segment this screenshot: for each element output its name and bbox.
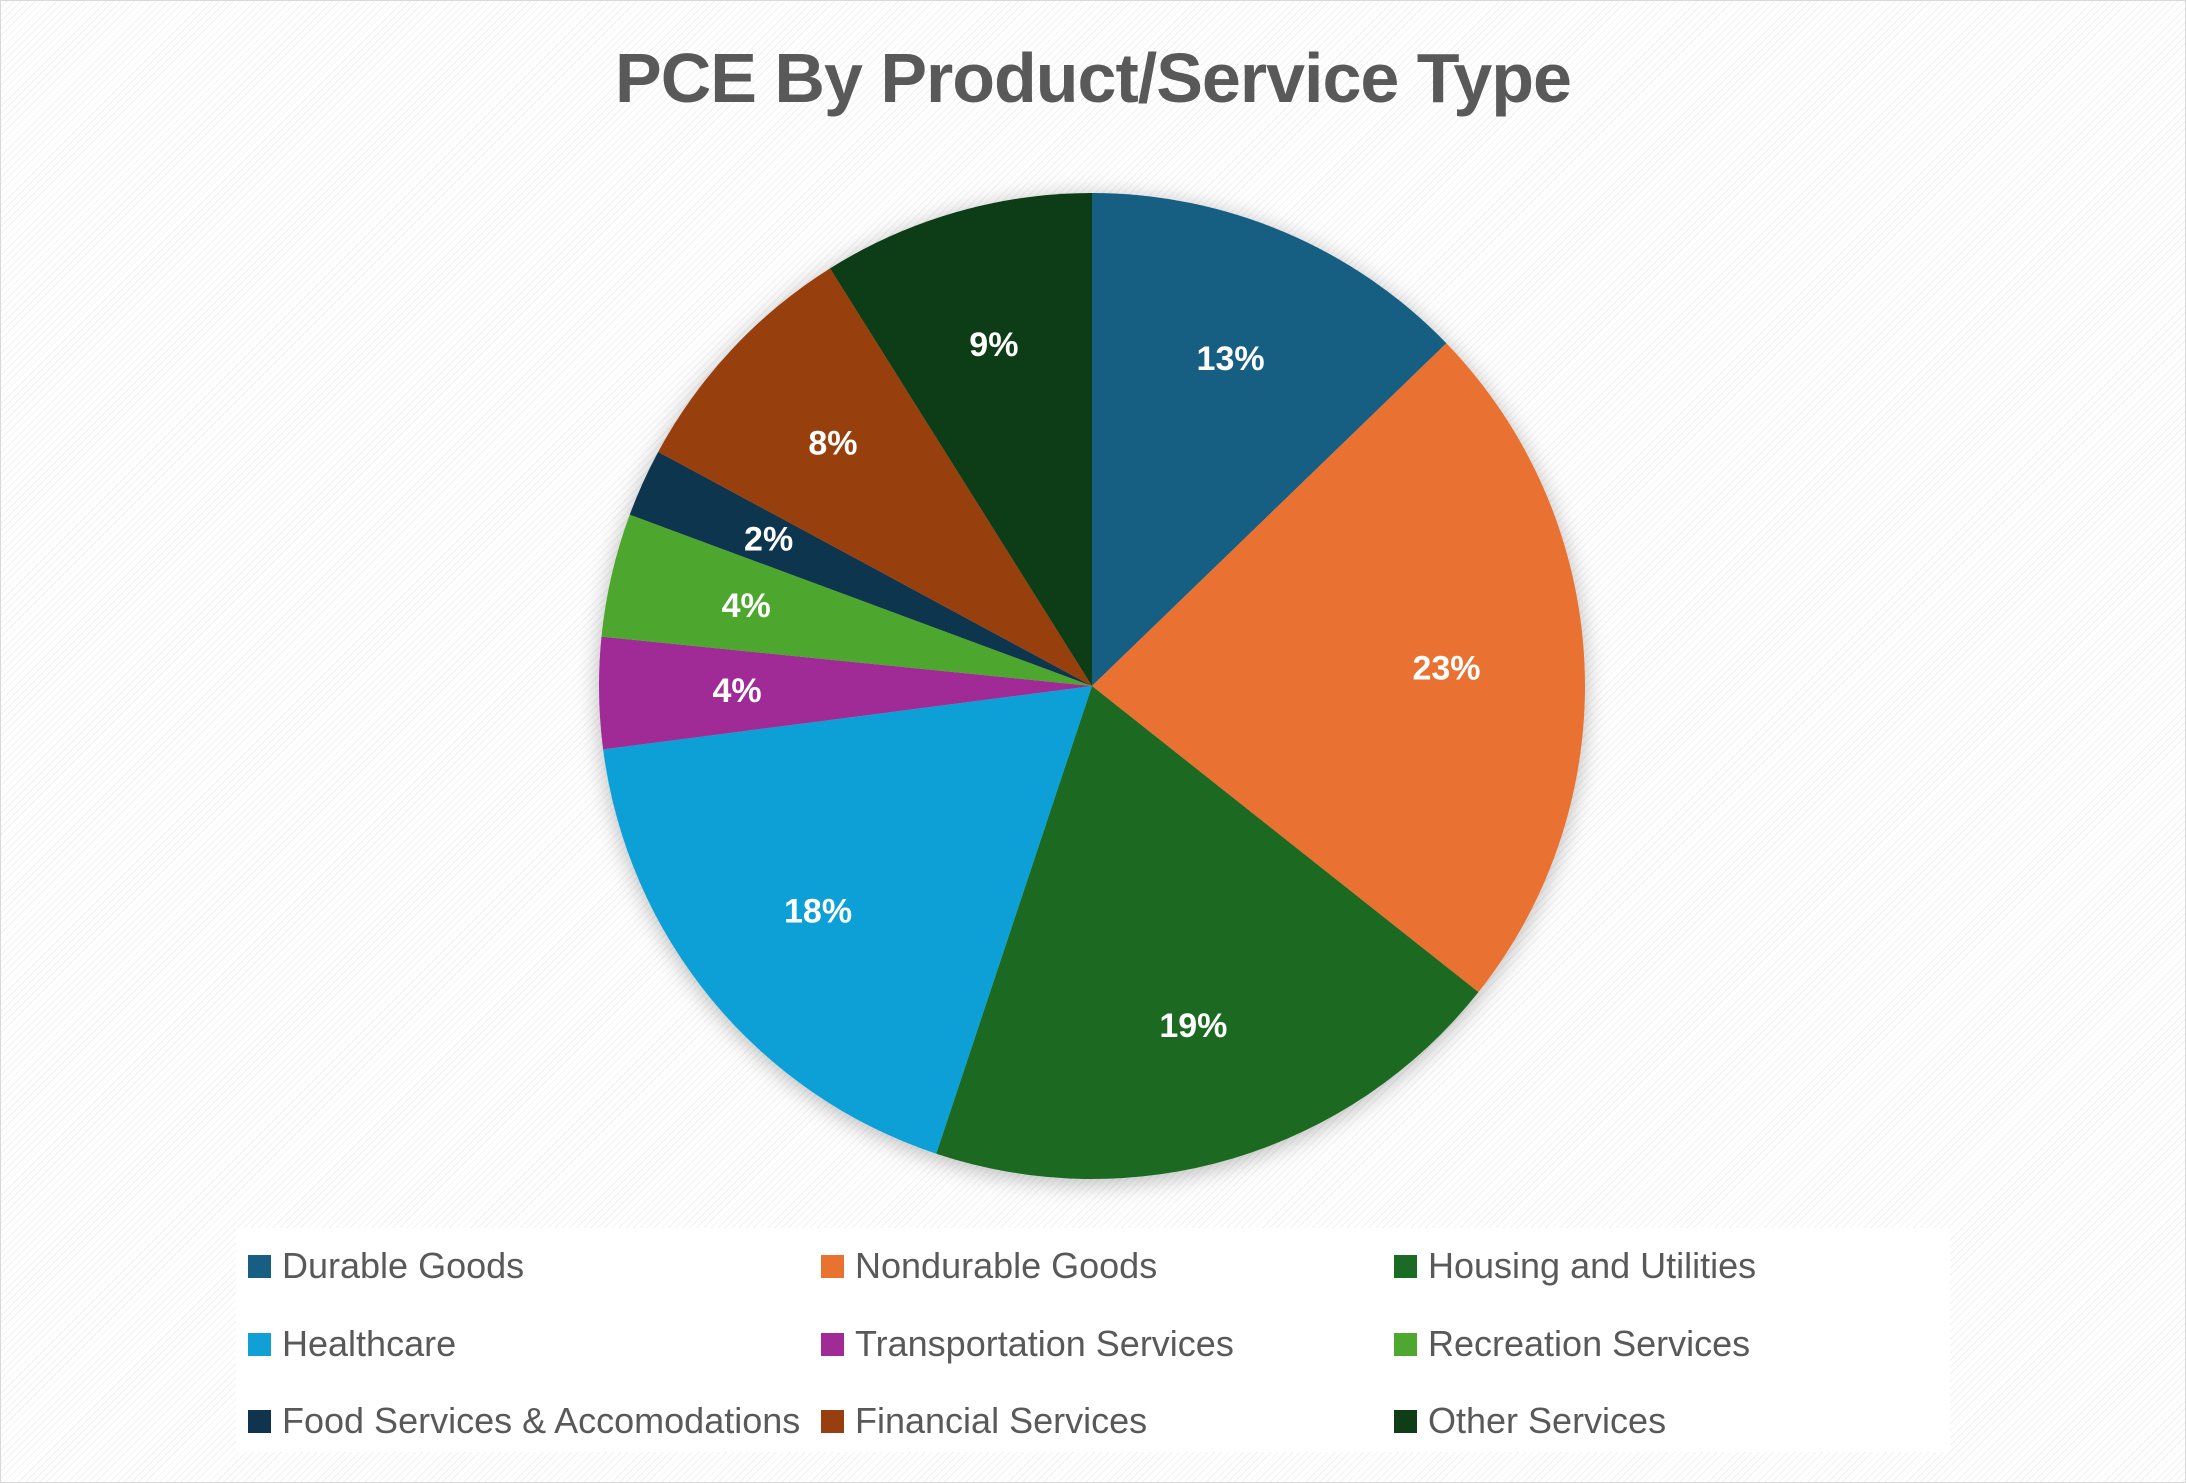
legend-swatch — [821, 1332, 844, 1356]
legend-label: Recreation Services — [1428, 1323, 1751, 1364]
legend-swatch — [248, 1409, 271, 1433]
legend-label: Other Services — [1428, 1400, 1667, 1441]
legend-label: Healthcare — [282, 1323, 457, 1364]
legend-item-durable-goods: Durable Goods — [248, 1245, 525, 1286]
legend-item-transportation-services: Transportation Services — [821, 1323, 1234, 1364]
slice-label-food-services-and-accomodations: 2% — [744, 521, 793, 559]
legend-swatch — [821, 1254, 844, 1278]
legend-item-healthcare: Healthcare — [248, 1323, 457, 1364]
legend-swatch — [821, 1409, 844, 1433]
legend-swatch — [1394, 1254, 1417, 1278]
legend-swatch — [1394, 1409, 1417, 1433]
pie-slice-recreation-services — [601, 514, 1092, 686]
pie-slice-housing-and-utilities — [936, 686, 1479, 1179]
slice-label-other-services: 9% — [969, 326, 1018, 364]
legend-item-housing-and-utilities: Housing and Utilities — [1394, 1245, 1757, 1286]
slice-label-housing-and-utilities: 19% — [1159, 1007, 1227, 1045]
legend-item-recreation-services: Recreation Services — [1394, 1323, 1751, 1364]
legend-label: Durable Goods — [282, 1245, 525, 1286]
slice-label-durable-goods: 13% — [1197, 340, 1265, 378]
chart-title: PCE By Product/Service Type — [615, 39, 1572, 117]
legend-swatch — [248, 1332, 271, 1356]
legend-label: Housing and Utilities — [1428, 1245, 1757, 1286]
chart-legend: Durable Goods Nondurable Goods Housing and… — [236, 1228, 1950, 1452]
pie-slice-durable-goods — [1092, 193, 1447, 686]
pie-slice-financial-services — [658, 268, 1092, 686]
legend-item-nondurable-goods: Nondurable Goods — [821, 1245, 1158, 1286]
slice-label-financial-services: 8% — [808, 424, 857, 462]
pie-slice-food-services-and-accomodations — [629, 451, 1092, 686]
legend-label: Financial Services — [855, 1400, 1148, 1441]
legend-label: Nondurable Goods — [855, 1245, 1158, 1286]
legend-item-financial-services: Financial Services — [821, 1400, 1148, 1441]
slice-label-transportation-services: 4% — [713, 672, 762, 710]
pie-slice-transportation-services — [599, 636, 1092, 750]
pie-slice-healthcare — [603, 686, 1092, 1154]
legend-swatch — [248, 1254, 271, 1278]
legend-item-food-services-and-accomodations: Food Services & Accomodations — [248, 1400, 801, 1441]
legend-swatch — [1394, 1332, 1417, 1356]
slice-label-healthcare: 18% — [784, 893, 852, 931]
legend-label: Transportation Services — [855, 1323, 1234, 1364]
pie-slice-other-services — [830, 193, 1092, 686]
slice-label-nondurable-goods: 23% — [1412, 649, 1480, 687]
legend-label: Food Services & Accomodations — [282, 1400, 801, 1441]
pie-slice-nondurable-goods — [1092, 343, 1585, 993]
legend-item-other-services: Other Services — [1394, 1400, 1667, 1441]
slice-label-recreation-services: 4% — [722, 587, 771, 625]
